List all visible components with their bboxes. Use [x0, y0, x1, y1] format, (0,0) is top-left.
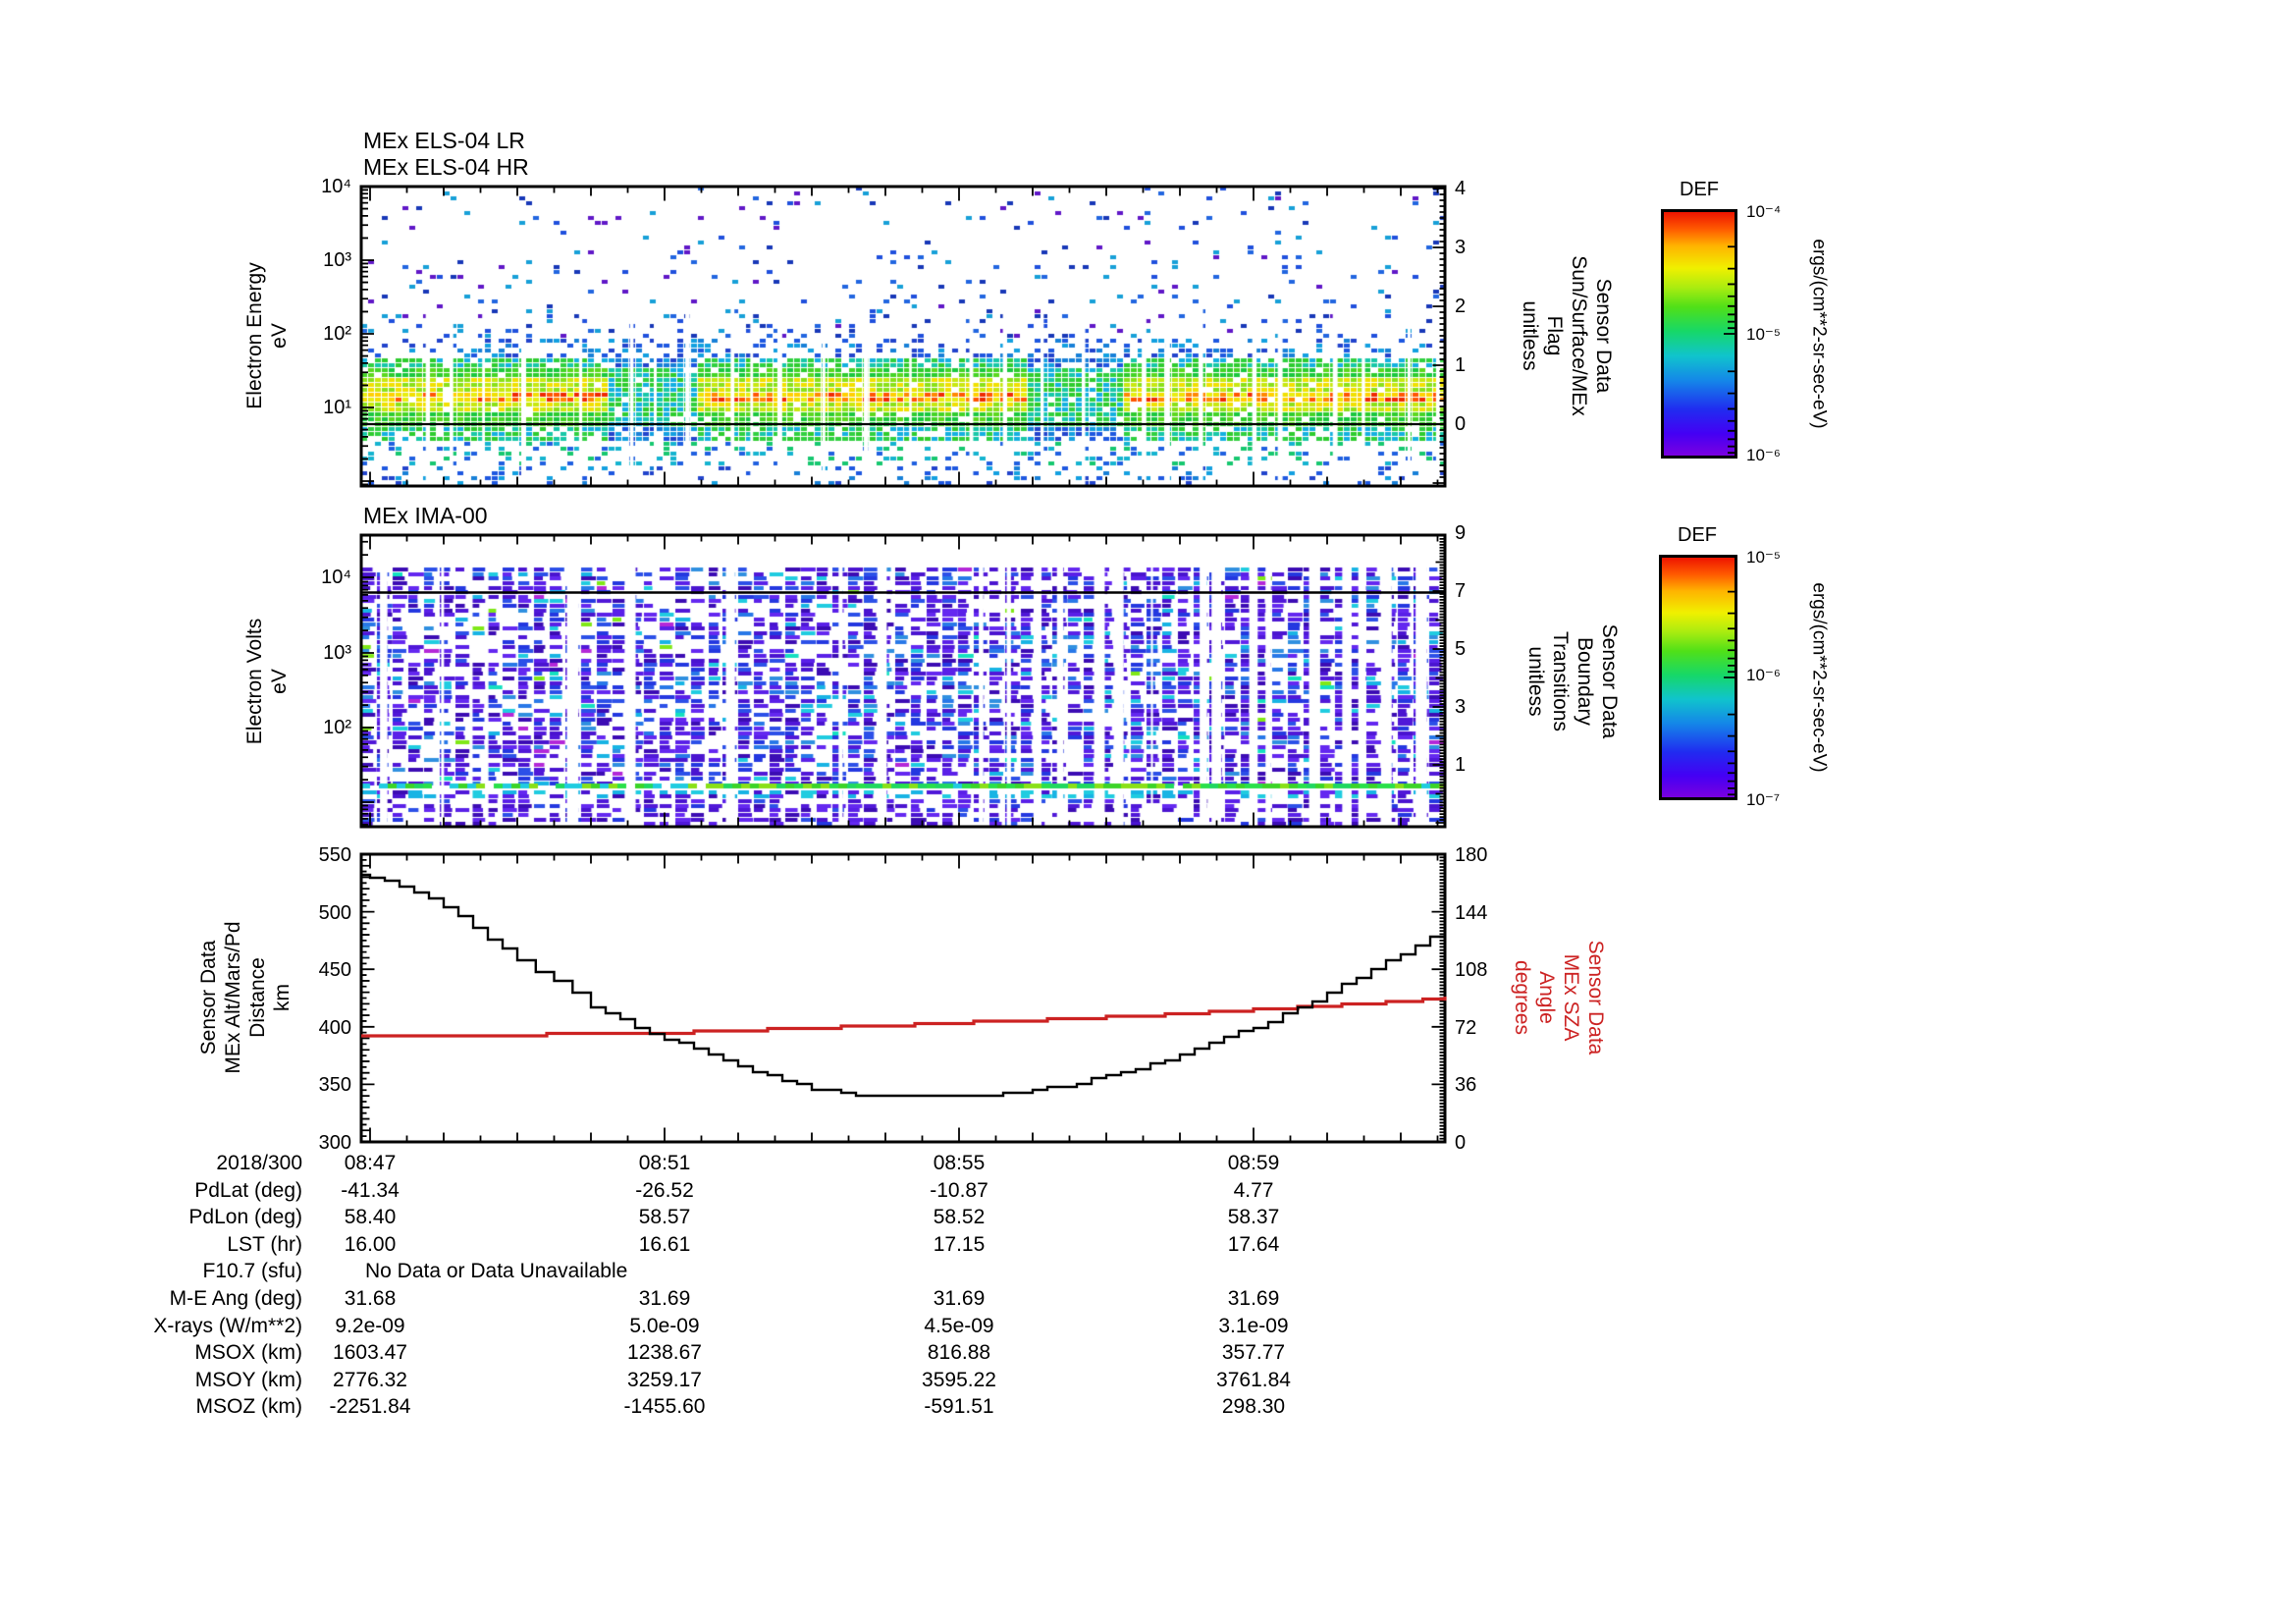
table-row-label: MSOY (km) [194, 1368, 302, 1391]
alt-ytick: 450 [318, 959, 351, 982]
table-cell: 4.5e-09 [924, 1314, 994, 1337]
ima-ytick: 10³ [323, 642, 351, 664]
table-row-label: MSOZ (km) [195, 1395, 302, 1419]
table-cell: 16.00 [344, 1232, 397, 1256]
ima-ytick: 10⁴ [321, 567, 351, 588]
table-cell: -1455.60 [623, 1395, 706, 1419]
table-cell: 1238.67 [627, 1341, 702, 1365]
table-cell: 58.57 [638, 1206, 691, 1229]
date-label: 2018/300 [216, 1152, 302, 1174]
time-tick: 08:51 [638, 1152, 691, 1174]
table-cell: 3761.84 [1216, 1368, 1291, 1391]
ima-rtick: 3 [1455, 696, 1467, 718]
sza-rtick: 144 [1455, 901, 1488, 924]
table-cell: 31.69 [1227, 1287, 1280, 1310]
alt-ytick: 300 [318, 1132, 351, 1154]
table-row-label: PdLat (deg) [194, 1178, 302, 1202]
table-cell: 9.2e-09 [335, 1314, 405, 1337]
els-ytick: 10² [323, 323, 351, 345]
table-cell: 298.30 [1221, 1395, 1286, 1419]
els-right-label: Sensor Data Sun/Surface/MEx Flag unitles… [1519, 255, 1615, 416]
ima-cb-tick: 10⁻⁷ [1746, 790, 1781, 809]
table-cell: 17.64 [1227, 1232, 1280, 1256]
table-cell: 17.15 [933, 1232, 986, 1256]
ima-rtick: 7 [1455, 580, 1467, 602]
table-row-label: X-rays (W/m**2) [153, 1314, 302, 1337]
table-cell: 3595.22 [922, 1368, 996, 1391]
table-cell: 31.69 [638, 1287, 691, 1310]
alt-ylabel: Sensor Data MEx Alt/Mars/Pd Distance km [197, 921, 294, 1074]
ima-right-label: Sensor Data Boundary Transitions unitles… [1524, 623, 1621, 739]
els-ytick: 10³ [323, 249, 351, 271]
sza-rtick: 72 [1455, 1016, 1477, 1039]
table-row-label: PdLon (deg) [188, 1206, 302, 1229]
ima-title: MEx IMA-00 [363, 503, 488, 528]
ima-spectrogram [361, 535, 1445, 827]
table-cell: 5.0e-09 [629, 1314, 700, 1337]
table-cell: 357.77 [1221, 1341, 1286, 1365]
els-colorbar [1661, 209, 1737, 459]
alt-ytick: 350 [318, 1074, 351, 1097]
table-cell: -591.51 [924, 1395, 994, 1419]
table-cell: -41.34 [341, 1178, 400, 1202]
ima-rtick: 5 [1455, 638, 1467, 660]
alt-ytick: 400 [318, 1016, 351, 1039]
table-cell: 816.88 [927, 1341, 991, 1365]
table-cell: 3.1e-09 [1218, 1314, 1289, 1337]
ima-cb-tick: 10⁻⁵ [1746, 548, 1781, 567]
table-cell: 31.69 [933, 1287, 986, 1310]
table-cell: 3259.17 [627, 1368, 702, 1391]
ima-rtick: 9 [1455, 522, 1467, 544]
els-rtick: 3 [1455, 237, 1467, 258]
els-ytick: 10⁴ [321, 176, 351, 197]
ima-ytick: 10² [323, 717, 351, 738]
table-note: No Data or Data Unavailable [365, 1260, 628, 1283]
els-rtick: 0 [1455, 413, 1467, 435]
els-title-lr: MEx ELS-04 LR [363, 128, 525, 153]
sza-rtick: 108 [1455, 959, 1488, 982]
alt-ytick: 550 [318, 844, 351, 866]
table-cell: 58.52 [933, 1206, 986, 1229]
table-cell: 4.77 [1233, 1178, 1274, 1202]
els-cb-tick: 10⁻⁴ [1746, 202, 1782, 221]
els-rtick: 4 [1455, 178, 1467, 199]
sza-rtick: 36 [1455, 1074, 1477, 1097]
table-cell: 58.37 [1227, 1206, 1280, 1229]
els-rtick: 2 [1455, 296, 1467, 317]
table-row-label: LST (hr) [227, 1232, 302, 1256]
time-tick: 08:47 [344, 1152, 397, 1174]
sza-rtick: 0 [1455, 1132, 1467, 1154]
ima-colorbar-title: DEF [1678, 524, 1717, 546]
table-cell: 16.61 [638, 1232, 691, 1256]
table-cell: 2776.32 [333, 1368, 407, 1391]
table-row-label: MSOX (km) [194, 1341, 302, 1365]
els-cb-tick: 10⁻⁶ [1746, 446, 1781, 464]
els-title-hr: MEx ELS-04 HR [363, 154, 529, 180]
table-row-label: F10.7 (sfu) [202, 1260, 302, 1283]
els-cb-tick: 10⁻⁵ [1746, 325, 1781, 344]
alt-ytick: 500 [318, 901, 351, 924]
table-row-label: M-E Ang (deg) [169, 1287, 302, 1310]
table-cell: 58.40 [344, 1206, 397, 1229]
table-cell: 31.68 [344, 1287, 397, 1310]
ima-cb-tick: 10⁻⁶ [1746, 666, 1781, 684]
sza-right-label: Sensor Data MEx SZA Angle degrees [1511, 940, 1607, 1055]
els-rtick: 1 [1455, 354, 1467, 376]
time-tick: 08:55 [933, 1152, 986, 1174]
ima-rtick: 1 [1455, 754, 1467, 776]
table-cell: -10.87 [930, 1178, 988, 1202]
els-ytick: 10¹ [323, 397, 351, 418]
table-cell: -2251.84 [329, 1395, 411, 1419]
els-spectrogram [361, 187, 1445, 486]
els-colorbar-title: DEF [1680, 179, 1719, 200]
table-cell: 1603.47 [333, 1341, 407, 1365]
time-tick: 08:59 [1227, 1152, 1280, 1174]
sza-rtick: 180 [1455, 843, 1488, 866]
table-cell: -26.52 [635, 1178, 694, 1202]
